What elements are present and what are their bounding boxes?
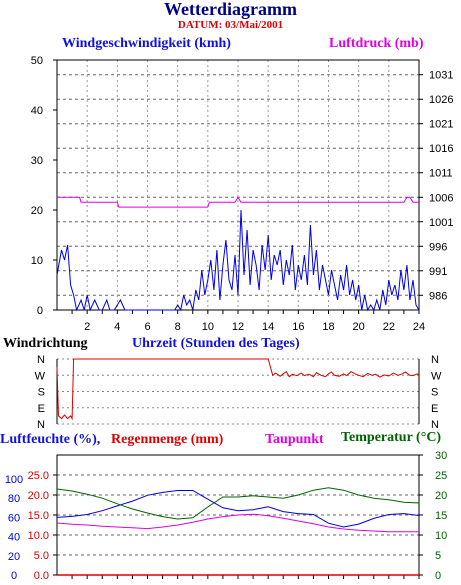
wind-direction-label: Windrichtung <box>3 336 88 351</box>
pressure-tick-label: 996 <box>429 241 447 253</box>
temperature-tick-label: 20 <box>435 490 447 502</box>
wind-speed-tick-label: 40 <box>31 105 43 117</box>
temperature-line <box>56 487 420 520</box>
wind-speed-tick-label: 0 <box>37 305 43 317</box>
temperature-axis-label: Temperatur (°C) <box>341 430 442 445</box>
rain-tick-label: 25.0 <box>28 470 49 482</box>
direction-tick-label-right: N <box>431 419 439 431</box>
humidity-tick-label: 80 <box>8 493 20 505</box>
direction-tick-label-right: W <box>431 370 442 382</box>
temperature-tick-label: 0 <box>435 570 441 582</box>
wind-speed-tick-label: 10 <box>31 255 43 267</box>
hour-tick-label: 20 <box>353 321 365 333</box>
temperature-tick-label: 15 <box>435 510 447 522</box>
pressure-tick-label: 1016 <box>429 143 453 155</box>
humidity-tick-label: 0 <box>11 570 17 582</box>
hour-tick-label: 12 <box>232 321 244 333</box>
pressure-tick-label: 1021 <box>429 119 453 131</box>
rain-tick-label: 10.0 <box>28 530 49 542</box>
wind-speed-tick-label: 50 <box>31 55 43 67</box>
hour-tick-label: 8 <box>175 321 181 333</box>
hour-tick-label: 2 <box>84 321 90 333</box>
pressure-axis-label: Luftdruck (mb) <box>329 36 424 51</box>
date-subtitle: DATUM: 03/Mai/2001 <box>177 19 284 31</box>
direction-tick-label-right: S <box>431 387 438 399</box>
temperature-tick-label: 30 <box>435 450 447 462</box>
direction-tick-label-right: N <box>431 354 439 366</box>
wind-speed-tick-label: 20 <box>31 205 43 217</box>
direction-tick-label-left: E <box>38 403 45 415</box>
pressure-tick-label: 1011 <box>429 168 453 180</box>
humidity-tick-label: 40 <box>8 532 20 544</box>
humidity-axis-label: Luftfeuchte (%), <box>0 432 101 447</box>
dewpoint-legend-label: Taupunkt <box>265 432 324 447</box>
hour-tick-label: 14 <box>262 321 274 333</box>
wind-speed-tick-label: 30 <box>31 155 43 167</box>
hour-tick-label: 4 <box>114 321 120 333</box>
humidity-tick-label: 100 <box>5 474 23 486</box>
rain-tick-label: 0.0 <box>34 570 49 582</box>
hour-tick-label: 6 <box>144 321 150 333</box>
pressure-tick-label: 986 <box>429 290 447 302</box>
pressure-tick-label: 1031 <box>429 70 453 82</box>
rain-tick-label: 20.0 <box>28 490 49 502</box>
rain-tick-label: 5.0 <box>34 550 49 562</box>
hour-tick-label: 18 <box>322 321 334 333</box>
hour-tick-label: 22 <box>383 321 395 333</box>
direction-tick-label-left: W <box>35 370 46 382</box>
temperature-tick-label: 5 <box>435 550 441 562</box>
dewpoint-line <box>56 513 419 533</box>
pressure-tick-label: 991 <box>429 266 447 278</box>
wind-direction-line <box>56 358 420 421</box>
pressure-line <box>57 196 419 208</box>
rain-tick-label: 15.0 <box>28 510 49 522</box>
wind-speed-axis-label: Windgeschwindigkeit (kmh) <box>62 36 231 51</box>
temperature-tick-label: 25 <box>435 470 447 482</box>
pressure-tick-label: 1026 <box>429 94 453 106</box>
hour-tick-label: 24 <box>413 321 425 333</box>
humidity-tick-label: 20 <box>8 551 20 563</box>
rain-axis-label: Regenmenge (mm) <box>111 432 224 447</box>
hour-tick-label: 10 <box>202 321 214 333</box>
humidity-tick-label: 60 <box>8 512 20 524</box>
pressure-tick-label: 1001 <box>429 217 453 229</box>
hour-tick-label: 16 <box>292 321 304 333</box>
wind-speed-line <box>56 209 420 312</box>
time-axis-label: Uhrzeit (Stunden des Tages) <box>132 336 300 351</box>
pressure-tick-label: 1006 <box>429 192 453 204</box>
direction-tick-label-left: S <box>38 387 45 399</box>
humidity-line <box>56 490 420 528</box>
temperature-tick-label: 10 <box>435 530 447 542</box>
direction-tick-label-right: E <box>431 403 438 415</box>
page-title: Wetterdiagramm <box>164 0 297 19</box>
direction-tick-label-left: N <box>37 419 45 431</box>
direction-tick-label-left: N <box>37 354 45 366</box>
